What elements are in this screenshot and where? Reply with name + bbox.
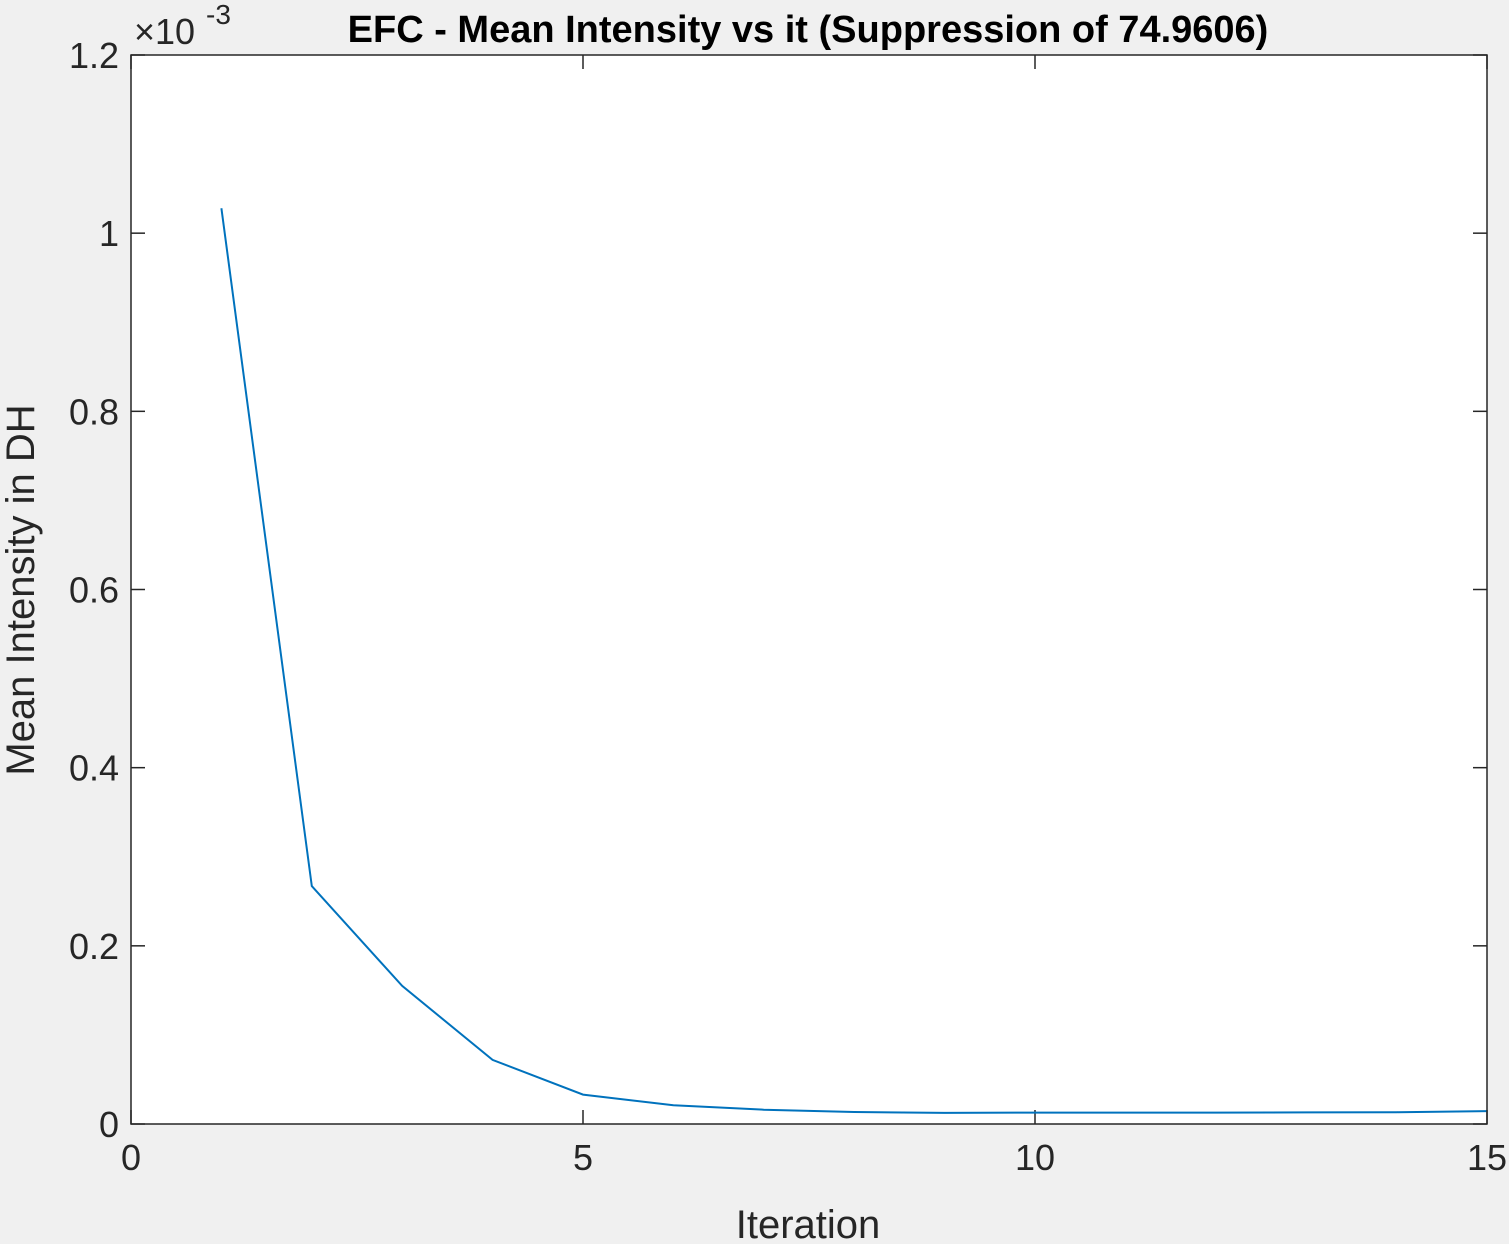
y-tick-label: 0.4 bbox=[69, 748, 119, 789]
y-tick-label: 0.8 bbox=[69, 391, 119, 432]
y-exponent-value: -3 bbox=[206, 0, 231, 30]
x-tick-label: 10 bbox=[1015, 1137, 1055, 1178]
y-tick-label: 0 bbox=[99, 1104, 119, 1145]
x-tick-label: 15 bbox=[1467, 1137, 1507, 1178]
series-line bbox=[220, 208, 1488, 1114]
times-ten-text: ×10 bbox=[134, 11, 195, 52]
tick-labels: 0 5 10 15 0 0.2 0.4 0.6 0.8 1 1.2 bbox=[69, 35, 1507, 1178]
chart-title: EFC - Mean Intensity vs it (Suppression … bbox=[348, 9, 1269, 51]
svg-text:×10: ×10 bbox=[134, 11, 195, 52]
y-tick-label: 0.2 bbox=[69, 926, 119, 967]
y-tick-label: 1 bbox=[99, 213, 119, 254]
y-exponent-label: ×10 -3 bbox=[134, 0, 231, 52]
x-tick-label: 5 bbox=[573, 1137, 593, 1178]
series-layer bbox=[220, 208, 1488, 1114]
y-axis-label: Mean Intensity in DH bbox=[0, 404, 43, 775]
x-axis-label: Iteration bbox=[736, 1203, 881, 1244]
y-tick-label: 1.2 bbox=[69, 35, 119, 76]
x-tick-label: 0 bbox=[121, 1137, 141, 1178]
plot-area bbox=[131, 55, 1487, 1124]
plot-border bbox=[130, 54, 1488, 1125]
y-tick-label: 0.6 bbox=[69, 570, 119, 611]
